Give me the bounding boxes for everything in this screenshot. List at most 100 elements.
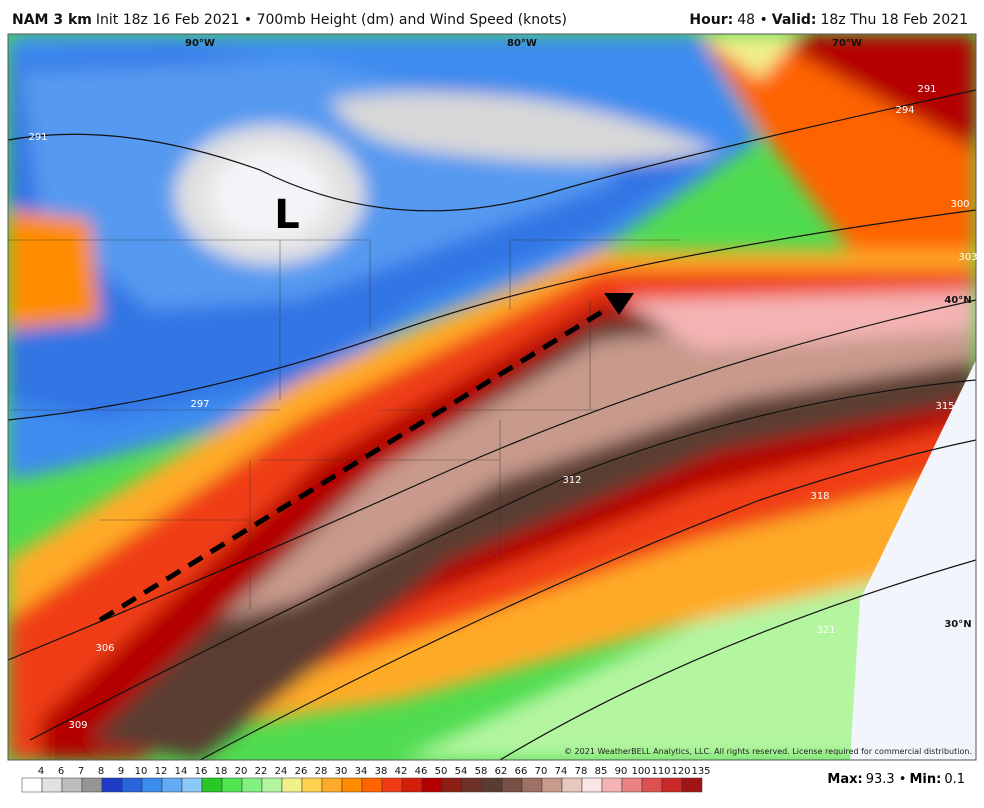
init-text: Init 18z 16 Feb 2021 • 700mb Height (dm)… xyxy=(95,12,567,28)
wind-field xyxy=(8,34,976,760)
header-left: NAM 3 km Init 18z 16 Feb 2021 • 700mb Hei… xyxy=(12,12,571,28)
colorbar-label: 135 xyxy=(691,766,710,777)
colorbar-label: 85 xyxy=(595,766,608,777)
colorbar-label: 24 xyxy=(275,766,288,777)
color-swatch xyxy=(221,777,243,793)
contour-label: 291 xyxy=(917,84,936,95)
color-swatch xyxy=(261,777,283,793)
valid-label: Valid: xyxy=(771,12,817,28)
color-swatch xyxy=(481,777,503,793)
color-swatch xyxy=(301,777,323,793)
color-swatch xyxy=(521,777,543,793)
colorbar-label: 12 xyxy=(155,766,168,777)
copyright: © 2021 WeatherBELL Analytics, LLC. All r… xyxy=(564,747,972,756)
min-value: 0.1 xyxy=(944,772,965,787)
longitude-label: 70°W xyxy=(832,38,862,49)
low-pressure-marker: L xyxy=(274,192,300,238)
color-swatch xyxy=(281,777,303,793)
colorbar-label: 18 xyxy=(215,766,228,777)
color-swatch xyxy=(461,777,483,793)
colorbar-label: 120 xyxy=(671,766,690,777)
color-swatch xyxy=(41,777,63,793)
color-swatch xyxy=(581,777,603,793)
contour-label: 318 xyxy=(810,491,829,502)
colorbar-label: 46 xyxy=(415,766,428,777)
color-swatch xyxy=(681,777,703,793)
contour-label: 297 xyxy=(190,399,209,410)
min-label: Min: xyxy=(909,772,942,787)
color-swatch xyxy=(421,777,443,793)
contour-label: 315 xyxy=(935,401,954,412)
color-swatch xyxy=(561,777,583,793)
max-value: 93.3 • xyxy=(865,772,907,787)
contour-label: 300 xyxy=(950,199,969,210)
color-swatch xyxy=(441,777,463,793)
color-swatch xyxy=(61,777,83,793)
contour-label: 294 xyxy=(895,105,914,116)
color-swatch xyxy=(401,777,423,793)
colorbar-label: 9 xyxy=(118,766,124,777)
valid: 18z Thu 18 Feb 2021 xyxy=(820,12,969,28)
colorbar-label: 4 xyxy=(38,766,44,777)
latitude-label: 30°N xyxy=(944,619,971,630)
colorbar-label: 28 xyxy=(315,766,328,777)
longitude-label: 80°W xyxy=(507,38,537,49)
color-swatch xyxy=(341,777,363,793)
colorbar-label: 42 xyxy=(395,766,408,777)
colorbar-label: 7 xyxy=(78,766,84,777)
color-swatch xyxy=(321,777,343,793)
colorbar-label: 54 xyxy=(455,766,468,777)
color-swatch xyxy=(181,777,203,793)
colorbar-label: 66 xyxy=(515,766,528,777)
color-swatch xyxy=(81,777,103,793)
colorbar-label: 70 xyxy=(535,766,548,777)
colorbar-label: 26 xyxy=(295,766,308,777)
color-swatch xyxy=(241,777,263,793)
color-swatch xyxy=(641,777,663,793)
latitude-label: 40°N xyxy=(944,295,971,306)
colorbar-label: 16 xyxy=(195,766,208,777)
color-swatch xyxy=(201,777,223,793)
contour-label: 312 xyxy=(562,475,581,486)
model-name: NAM 3 km xyxy=(12,12,92,28)
colorbar-label: 62 xyxy=(495,766,508,777)
contour-label: 309 xyxy=(68,720,87,731)
colorbar-label: 34 xyxy=(355,766,368,777)
colorbar-label: 90 xyxy=(615,766,628,777)
colorbar-label: 100 xyxy=(631,766,650,777)
colorbar-label: 110 xyxy=(651,766,670,777)
colorbar-label: 8 xyxy=(98,766,104,777)
header-right: Hour: 48 • Valid: 18z Thu 18 Feb 2021 xyxy=(689,12,972,28)
color-swatch xyxy=(141,777,163,793)
color-swatch xyxy=(121,777,143,793)
colorbar-label: 38 xyxy=(375,766,388,777)
colorbar-label: 22 xyxy=(255,766,268,777)
colorbar-label: 6 xyxy=(58,766,64,777)
height-contours xyxy=(8,89,976,760)
colorbar-label: 10 xyxy=(135,766,148,777)
colorbar-label: 20 xyxy=(235,766,248,777)
colorbar-label: 50 xyxy=(435,766,448,777)
colorbar-label: 74 xyxy=(555,766,568,777)
colorbar-label: 14 xyxy=(175,766,188,777)
contour-label: 303 xyxy=(958,252,977,263)
color-swatch xyxy=(161,777,183,793)
hour-label: Hour: xyxy=(689,12,734,28)
color-swatch xyxy=(21,777,43,793)
contour-label: 321 xyxy=(816,625,835,636)
color-swatch xyxy=(661,777,683,793)
contour-label: 291 xyxy=(28,132,47,143)
hour: 48 • xyxy=(737,12,768,28)
colorbar-label: 30 xyxy=(335,766,348,777)
colorbar-label: 78 xyxy=(575,766,588,777)
max-label: Max: xyxy=(827,772,863,787)
color-swatch xyxy=(501,777,523,793)
color-swatch xyxy=(101,777,123,793)
color-swatch xyxy=(381,777,403,793)
color-swatch xyxy=(601,777,623,793)
colorbar-label: 58 xyxy=(475,766,488,777)
contour-label: 306 xyxy=(95,643,114,654)
borders xyxy=(8,239,680,610)
